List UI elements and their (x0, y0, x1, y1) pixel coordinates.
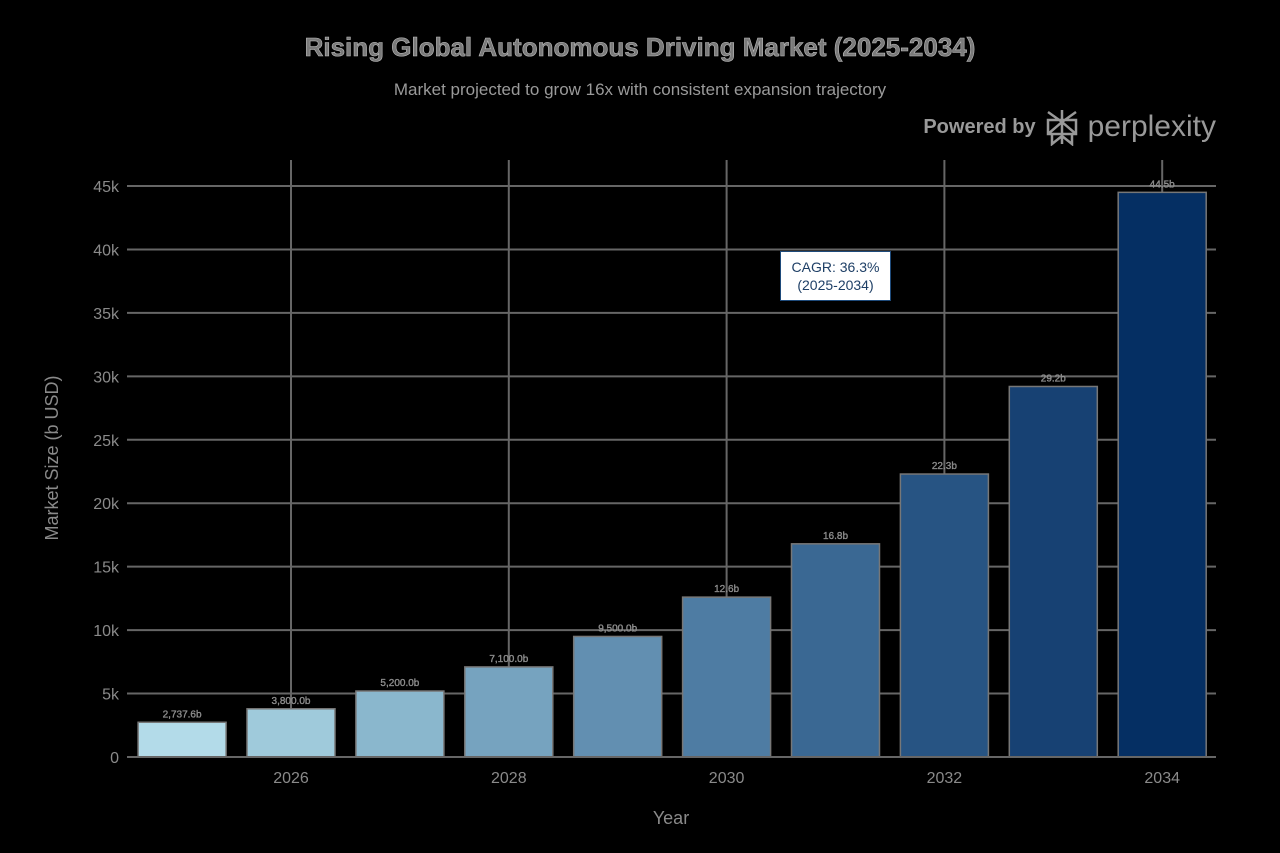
perplexity-wordmark: perplexity (1087, 110, 1216, 143)
powered-by-logo: Powered by perplexity (923, 108, 1216, 146)
x-tick-label: 2034 (1144, 770, 1180, 787)
y-tick-label: 40k (93, 242, 120, 259)
data-label: 22.3b (932, 461, 957, 472)
bar (899, 473, 990, 758)
bar (1117, 191, 1207, 758)
chart-subtitle: Market projected to grow 16x with consis… (393, 80, 887, 99)
y-tick-label: 30k (93, 369, 120, 386)
cagr-annotation: CAGR: 36.3% (2025-2034) (780, 251, 891, 301)
bar (137, 721, 227, 758)
x-tick-label: 2032 (927, 770, 963, 787)
data-label: 5,200.0b (380, 678, 419, 689)
data-label: 12.6b (714, 584, 739, 595)
bar (790, 543, 881, 758)
bar (681, 596, 772, 758)
bar (246, 708, 336, 758)
annotation-line-1: CAGR: 36.3% (791, 259, 880, 275)
data-label: 16.8b (823, 531, 848, 542)
y-tick-label: 0 (110, 750, 119, 767)
chart-title: Rising Global Autonomous Driving Market … (304, 32, 976, 63)
bar (1008, 385, 1099, 758)
y-tick-label: 45k (93, 179, 120, 196)
x-tick-label: 2030 (709, 770, 745, 787)
bar (572, 635, 663, 758)
y-axis-title: Market Size (b USD) (42, 375, 62, 540)
y-tick-label: 35k (93, 306, 120, 323)
y-tick-label: 5k (102, 687, 120, 704)
annotation-line-2: (2025-2034) (797, 277, 874, 293)
y-tick-label: 15k (93, 560, 120, 577)
y-tick-label: 20k (93, 496, 120, 513)
y-tick-label: 25k (93, 433, 120, 450)
data-label: 3,800.0b (272, 696, 311, 707)
data-label: 29.2b (1041, 373, 1066, 384)
powered-by-text: Powered by (923, 115, 1036, 138)
bar (355, 690, 445, 758)
data-label: 9,500.0b (598, 623, 637, 634)
data-label: 2,737.6b (163, 709, 202, 720)
x-axis-title: Year (653, 808, 689, 828)
y-tick-label: 10k (93, 623, 120, 640)
bar (464, 666, 554, 758)
x-tick-label: 2026 (273, 770, 309, 787)
x-tick-label: 2028 (491, 770, 527, 787)
perplexity-icon (1046, 110, 1077, 146)
data-label: 7,100.0b (489, 654, 528, 665)
data-label: 44.5b (1150, 179, 1175, 190)
